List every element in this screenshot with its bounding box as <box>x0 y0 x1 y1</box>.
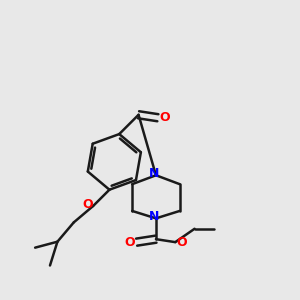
Text: O: O <box>176 236 187 249</box>
Text: O: O <box>159 111 170 124</box>
Text: N: N <box>149 167 160 180</box>
Text: N: N <box>149 210 160 224</box>
Text: O: O <box>82 198 93 211</box>
Text: O: O <box>125 236 135 249</box>
